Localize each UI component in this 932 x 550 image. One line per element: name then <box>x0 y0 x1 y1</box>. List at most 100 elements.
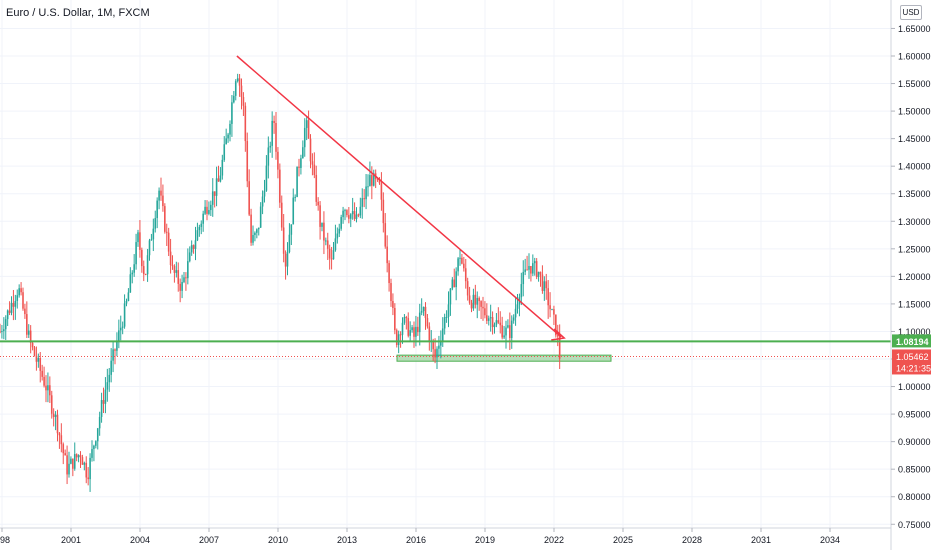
candle-body <box>296 166 298 197</box>
candle-body <box>110 360 112 375</box>
candle-body <box>160 190 162 196</box>
candle-body <box>259 206 262 228</box>
candle-body <box>52 413 55 417</box>
candle-body <box>156 200 158 219</box>
candle-body <box>551 309 553 311</box>
candle-body <box>388 263 390 284</box>
candle-body <box>66 455 68 475</box>
candle-body <box>503 335 505 338</box>
candle-body <box>271 120 273 146</box>
candle-body <box>397 334 400 346</box>
countdown-label: 14:21:35 <box>896 363 931 373</box>
candle-body <box>438 345 440 349</box>
candle-body <box>181 281 183 291</box>
candle-body <box>179 283 181 291</box>
candle-body <box>141 249 143 267</box>
candle-body <box>102 400 105 404</box>
candle-body <box>533 261 536 264</box>
candle-body <box>64 453 66 456</box>
candle-body <box>547 288 549 306</box>
candle-body <box>311 161 314 165</box>
candle-body <box>27 330 30 335</box>
candle-body <box>238 78 241 86</box>
candle-body <box>380 183 383 200</box>
candle-body <box>553 309 555 315</box>
candle-body <box>298 166 300 168</box>
candle-body <box>436 348 438 358</box>
candle-body <box>177 270 180 284</box>
candle-body <box>382 199 385 224</box>
candle-body <box>524 269 526 272</box>
candle-body <box>68 463 70 475</box>
candle-body <box>390 283 392 302</box>
last-price-badge <box>892 349 931 375</box>
candle-body <box>213 191 216 196</box>
candle-body <box>154 218 157 229</box>
candle-body <box>35 355 38 362</box>
support-zone-rect <box>396 354 612 362</box>
candle-body <box>22 292 24 309</box>
candle-body <box>129 274 132 293</box>
candle-body <box>478 298 480 302</box>
candle-body <box>445 316 448 318</box>
candle-body <box>326 240 329 249</box>
time-tick-label: 2004 <box>130 535 150 545</box>
candle-body <box>127 292 130 301</box>
candle-body <box>516 304 519 309</box>
candle-body <box>93 445 95 450</box>
candle-body <box>116 341 118 351</box>
candle-body <box>514 308 517 318</box>
candle-body <box>135 242 137 265</box>
candle-body <box>526 269 528 271</box>
candle-body <box>470 302 473 309</box>
candle-body <box>292 197 295 225</box>
candle-body <box>357 214 360 216</box>
candle-body <box>288 234 291 253</box>
candle-body <box>468 295 471 303</box>
candle-body <box>422 306 425 312</box>
candle-body <box>248 181 250 215</box>
candle-body <box>233 95 235 103</box>
candle-body <box>495 320 498 325</box>
candle-body <box>279 169 281 203</box>
candle-body <box>415 326 417 337</box>
time-tick-label: 2022 <box>544 535 564 545</box>
candle-body <box>447 304 450 317</box>
candle-body <box>543 281 546 291</box>
candle-body <box>162 195 164 207</box>
candle-body <box>95 441 97 446</box>
candle-body <box>480 301 482 307</box>
candle-body <box>420 311 423 313</box>
candle-body <box>200 223 203 227</box>
candle-body <box>1 331 3 333</box>
candle-body <box>114 349 116 351</box>
candle-body <box>315 174 318 202</box>
currency-button[interactable]: USD <box>900 5 922 20</box>
candle-body <box>62 444 65 454</box>
candle-body <box>317 201 319 206</box>
candle-body <box>16 295 19 301</box>
candle-body <box>85 462 88 478</box>
time-tick-label: 2019 <box>475 535 495 545</box>
candle-body <box>418 312 421 333</box>
candle-body <box>240 85 243 98</box>
candle-body <box>487 318 490 321</box>
candle-body <box>472 294 475 309</box>
candle-body <box>267 147 270 166</box>
candle-body <box>194 240 197 249</box>
price-tick-label: 1.20000 <box>898 272 931 282</box>
candle-body <box>137 232 139 243</box>
candle-body <box>459 257 461 259</box>
candle-body <box>269 145 272 148</box>
candle-body <box>146 255 149 275</box>
candle-body <box>261 196 264 207</box>
candle-body <box>18 288 20 296</box>
candle-body <box>363 198 365 200</box>
candle-body <box>555 314 557 336</box>
candle-body <box>365 186 367 200</box>
candle-body <box>332 250 335 260</box>
candle-body <box>507 325 509 328</box>
candle-body <box>307 120 310 139</box>
candle-body <box>196 230 199 241</box>
candle-body <box>294 196 296 198</box>
